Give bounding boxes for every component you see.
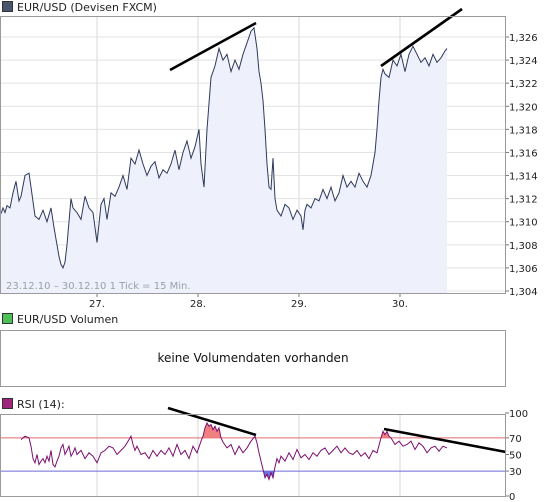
rsi-ytick-label-1: 70: [509, 434, 522, 445]
volume-chart-title: EUR/USD Volumen: [17, 313, 119, 326]
price-ytick-label-0: 1,326: [509, 33, 538, 44]
price-chart-title: EUR/USD (Devisen FXCM): [17, 1, 157, 14]
rsi-legend-swatch: [2, 398, 13, 409]
price-line: [0, 26, 448, 270]
price-xtick-label-2: 29.: [291, 299, 307, 310]
price-xtick-label-3: 30.: [392, 299, 408, 310]
rsi-ytick-label-3: 30: [509, 467, 522, 478]
price-chart-header: EUR/USD (Devisen FXCM): [2, 1, 157, 15]
volume-chart-header: EUR/USD Volumen: [2, 313, 118, 327]
price-ytick-label-8: 1,310: [509, 218, 538, 229]
price-ytick-label-3: 1,320: [509, 102, 538, 113]
price-chart: 1,326 1,324 1,322 1,320 1,318 1,316 1,314 1,312…: [0, 7, 538, 310]
price-ytick-label-4: 1,318: [509, 125, 538, 136]
price-ytick-label-10: 1,306: [509, 264, 538, 275]
volume-legend-swatch: [2, 313, 13, 324]
price-ytick-label-7: 1,312: [509, 195, 538, 206]
price-xtick-label-0: 27.: [89, 299, 105, 310]
price-plot-frame: [0, 16, 506, 294]
rsi-overbought-fill: [23, 423, 391, 438]
price-ytick-label-6: 1,314: [509, 172, 538, 183]
rsi-chart-header: RSI (14):: [2, 398, 65, 412]
rsi-ytick-label-2: 50: [509, 451, 522, 462]
rsi-line: [20, 421, 448, 481]
rsi-plot-frame: [0, 414, 506, 497]
trendline-rsi-30: [383, 427, 507, 454]
rsi-ytick-label-0: 100: [509, 409, 528, 420]
rsi-chart-title: RSI (14):: [17, 398, 65, 411]
price-ytick-label-11: 1,304: [509, 287, 538, 298]
price-ytick-label-5: 1,316: [509, 148, 538, 159]
rsi-grid: [96, 415, 401, 496]
price-xtick-label-1: 28.: [190, 299, 206, 310]
price-ytick-label-1: 1,324: [509, 56, 538, 67]
price-legend-swatch: [2, 1, 13, 12]
price-ytick-label-2: 1,322: [509, 79, 538, 90]
rsi-y-axis: 100 70 50 30 0: [505, 409, 528, 502]
price-area: [1, 27, 447, 294]
rsi-ytick-label-4: 0: [509, 492, 515, 502]
trendline-rsi-28: [167, 406, 257, 437]
price-chart-subtitle: 23.12.10 – 30.12.10 1 Tick = 15 Min.: [6, 281, 191, 292]
price-ytick-label-9: 1,308: [509, 241, 538, 252]
trendline-peak-28: [169, 21, 257, 72]
trendline-peak-30: [380, 7, 463, 68]
